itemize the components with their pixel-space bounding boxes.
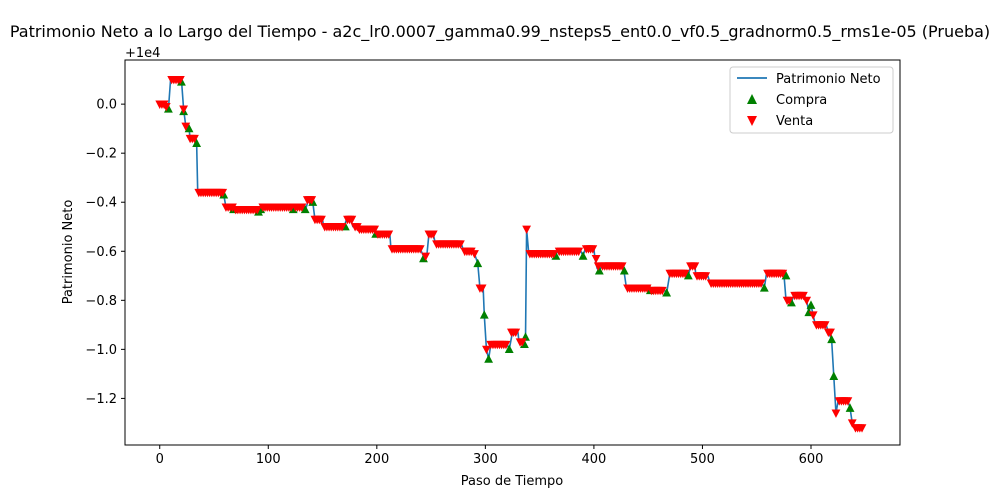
plot-frame — [124, 59, 901, 446]
sell-marker — [617, 262, 627, 271]
x-tick-label: 400 — [581, 452, 606, 467]
sell-marker — [297, 203, 307, 212]
sell-marker — [179, 105, 189, 114]
sell-marker — [253, 205, 262, 215]
buy-marker — [759, 283, 769, 292]
buy-marker — [484, 354, 494, 363]
legend-box — [729, 66, 894, 134]
x-axis-label: Paso de Tiempo — [461, 474, 564, 489]
buy-marker — [845, 403, 855, 412]
sell-marker — [549, 250, 559, 259]
sell-marker — [317, 215, 326, 225]
sell-marker — [857, 424, 867, 433]
sell-marker — [756, 279, 766, 288]
buy-marker — [184, 123, 194, 133]
sell-marker — [370, 225, 380, 235]
buy-marker — [662, 288, 672, 297]
x-tick-label: 300 — [473, 452, 498, 467]
sell-marker — [175, 76, 185, 85]
x-tick-label: 0 — [156, 452, 164, 467]
x-tick-label: 500 — [690, 452, 715, 467]
chart-title: Patrimonio Neto a lo Largo del Tiempo - … — [10, 22, 990, 42]
sell-marker — [831, 409, 841, 418]
buy-marker — [829, 371, 839, 380]
sell-marker — [642, 284, 652, 293]
sell-marker — [477, 284, 487, 293]
sell-marker — [657, 286, 667, 296]
y-axis-ticks: 0.0 −0.2 −0.4 −0.6 −0.8 −1.0 −1.2 — [85, 98, 125, 407]
buy-marker — [504, 344, 514, 353]
sell-marker — [820, 321, 830, 330]
sell-marker — [680, 269, 690, 279]
sell-marker — [798, 291, 808, 301]
x-tick-label: 200 — [364, 452, 389, 467]
sell-marker — [843, 397, 853, 406]
sell-marker — [415, 245, 425, 254]
sell-marker — [808, 311, 818, 320]
buy-marker — [781, 270, 791, 280]
sell-marker — [588, 245, 598, 254]
legend: Patrimonio Neto Compra Venta — [729, 66, 894, 134]
legend-sell-marker — [747, 116, 757, 126]
x-tick-label: 600 — [799, 452, 824, 467]
legend-entry-buy: Compra — [776, 93, 827, 108]
sell-marker — [421, 252, 431, 261]
plot-area — [155, 76, 867, 433]
sell-marker — [337, 223, 347, 232]
buy-marker — [806, 300, 816, 309]
sell-marker — [347, 215, 357, 225]
sell-marker — [784, 296, 794, 306]
y-tick-label: −0.2 — [85, 147, 117, 162]
y-axis-offset-label: +1e4 — [125, 46, 160, 61]
sell-marker — [690, 262, 700, 271]
buy-marker — [479, 310, 489, 319]
buy-marker — [683, 270, 693, 280]
buy-marker — [192, 138, 202, 147]
buy-marker — [578, 251, 588, 260]
y-tick-label: −1.0 — [85, 343, 117, 358]
sell-marker — [307, 196, 317, 205]
sell-marker — [181, 122, 191, 132]
buy-marker — [473, 258, 483, 268]
sell-marker — [701, 272, 711, 281]
legend-buy-marker — [747, 94, 757, 104]
y-tick-label: 0.0 — [96, 98, 117, 113]
sell-marker — [847, 419, 857, 428]
x-tick-label: 100 — [256, 452, 281, 467]
buy-marker — [300, 204, 310, 214]
sell-marker — [591, 255, 601, 264]
buy-marker — [827, 334, 837, 344]
y-tick-label: −0.6 — [85, 245, 117, 260]
sell-marker — [522, 225, 532, 235]
buy-marker — [594, 266, 604, 275]
x-axis-ticks: 0 100 200 300 400 500 600 — [156, 445, 824, 467]
legend-entry-sell: Venta — [776, 114, 813, 129]
sell-marker — [218, 188, 228, 198]
sell-marker — [470, 250, 479, 259]
y-axis-label: Patrimonio Neto — [61, 200, 76, 305]
sell-marker — [190, 134, 199, 144]
sell-marker — [161, 102, 171, 112]
sell-marker — [826, 328, 835, 337]
buy-marker — [619, 266, 629, 275]
y-tick-label: −1.2 — [85, 392, 117, 407]
sell-marker — [802, 296, 812, 306]
y-tick-label: −0.4 — [85, 196, 117, 211]
sell-marker — [482, 345, 491, 355]
sell-marker — [384, 230, 394, 239]
legend-entry-net-worth: Patrimonio Neto — [776, 72, 881, 87]
sell-marker — [778, 269, 788, 279]
sell-marker — [511, 328, 521, 337]
sell-marker — [455, 240, 465, 249]
sell-marker — [574, 247, 584, 257]
sell-marker — [501, 340, 511, 350]
sell-marker — [517, 338, 527, 347]
sell-marker — [428, 230, 438, 239]
y-tick-label: −0.8 — [85, 294, 117, 309]
